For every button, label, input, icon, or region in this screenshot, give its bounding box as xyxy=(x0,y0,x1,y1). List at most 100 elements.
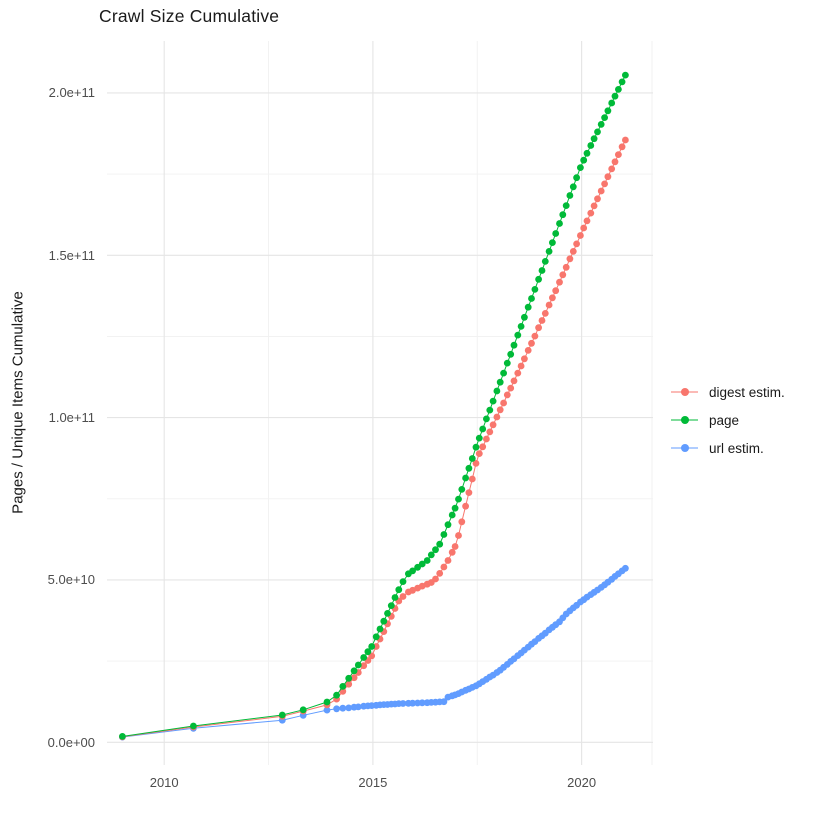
data-point-page xyxy=(583,149,591,157)
data-point-page xyxy=(538,267,546,274)
data-point-digest-estim xyxy=(486,428,494,436)
legend-key-page-icon xyxy=(671,413,698,427)
data-point-digest-estim xyxy=(541,310,549,317)
data-point-digest-estim xyxy=(489,421,497,429)
data-point-page xyxy=(399,578,407,585)
data-point-page xyxy=(514,331,522,339)
data-point-url-estim xyxy=(339,704,347,712)
data-point-digest-estim xyxy=(444,557,452,564)
data-point-url-estim xyxy=(323,706,331,714)
data-point-digest-estim xyxy=(350,674,358,682)
data-point-page xyxy=(559,211,567,219)
data-point-page xyxy=(618,78,626,86)
data-point-digest-estim xyxy=(590,202,598,210)
data-point-page xyxy=(360,654,368,661)
data-point-page xyxy=(418,560,426,568)
data-point-page xyxy=(455,495,462,503)
data-point-digest-estim xyxy=(528,339,535,347)
data-point-digest-estim xyxy=(462,502,469,510)
data-point-page xyxy=(552,230,560,237)
data-point-page xyxy=(444,521,452,529)
data-point-page xyxy=(387,602,395,609)
data-point-url-estim xyxy=(409,699,416,707)
data-point-page xyxy=(493,387,501,395)
data-point-digest-estim xyxy=(517,362,525,370)
data-point-page xyxy=(391,594,399,601)
series-page xyxy=(119,71,629,740)
data-point-page xyxy=(521,313,528,321)
data-point-page xyxy=(535,275,542,283)
data-point-digest-estim xyxy=(566,255,574,263)
data-point-digest-estim xyxy=(440,563,448,571)
data-point-digest-estim xyxy=(524,347,532,354)
data-point-page xyxy=(604,107,612,115)
data-point-digest-estim xyxy=(399,593,407,600)
data-point-url-estim xyxy=(345,704,353,712)
data-point-digest-estim xyxy=(479,443,487,451)
data-point-page xyxy=(339,683,347,690)
data-point-digest-estim xyxy=(507,384,515,392)
data-point-page xyxy=(556,220,563,227)
data-point-digest-estim xyxy=(496,406,504,414)
data-point-page xyxy=(566,192,574,199)
data-point-page xyxy=(409,567,416,575)
data-point-digest-estim xyxy=(436,570,444,577)
data-point-page xyxy=(611,92,619,100)
data-point-page xyxy=(423,557,431,564)
x-tick-label: 2020 xyxy=(567,775,597,790)
data-point-digest-estim xyxy=(615,151,622,159)
data-point-digest-estim xyxy=(483,435,490,443)
legend-label: page xyxy=(709,412,740,428)
data-point-page xyxy=(517,323,525,330)
data-point-digest-estim xyxy=(500,399,507,407)
y-tick-label: 5.0e+10 xyxy=(47,572,95,588)
data-point-digest-estim xyxy=(597,187,605,195)
data-point-digest-estim xyxy=(622,136,629,144)
data-point-page xyxy=(549,239,556,247)
grid-minor xyxy=(107,41,653,765)
data-point-url-estim xyxy=(333,705,340,713)
data-point-page xyxy=(323,698,331,706)
data-point-page xyxy=(472,443,480,451)
data-point-page xyxy=(486,406,494,414)
data-point-page xyxy=(468,455,476,462)
data-point-page xyxy=(190,722,197,730)
data-point-page xyxy=(119,733,126,740)
data-point-page xyxy=(622,71,629,79)
data-point-page xyxy=(380,617,388,625)
data-point-page xyxy=(507,350,515,358)
data-point-page xyxy=(451,504,459,512)
y-tick-label: 1.5e+11 xyxy=(48,247,95,263)
data-point-page xyxy=(299,706,307,714)
data-point-digest-estim xyxy=(475,450,483,457)
data-point-page xyxy=(587,142,595,149)
data-point-page xyxy=(376,625,384,633)
data-point-url-estim xyxy=(440,698,448,706)
data-point-page xyxy=(354,661,362,669)
data-point-page xyxy=(432,546,439,554)
data-point-digest-estim xyxy=(562,263,570,271)
data-point-page xyxy=(500,369,507,377)
data-point-digest-estim xyxy=(514,369,522,377)
data-point-page xyxy=(479,425,487,433)
data-point-url-estim xyxy=(399,700,407,707)
data-point-digest-estim xyxy=(601,180,608,188)
data-point-digest-estim xyxy=(618,143,626,151)
legend-dot-icon xyxy=(680,416,689,424)
data-point-page xyxy=(475,434,483,442)
data-point-page xyxy=(427,551,435,559)
data-point-digest-estim xyxy=(587,209,595,217)
data-point-digest-estim xyxy=(472,460,480,467)
x-tick-label: 2010 xyxy=(149,775,179,790)
data-point-page xyxy=(350,667,358,675)
data-point-url-estim xyxy=(622,564,629,572)
y-tick-label: 2.0e+11 xyxy=(48,85,95,101)
data-point-page xyxy=(541,258,549,265)
legend-key-url-estim-icon xyxy=(671,441,698,455)
data-point-page xyxy=(569,183,577,191)
data-point-page xyxy=(528,295,535,302)
data-point-page xyxy=(594,128,601,136)
data-point-page xyxy=(368,643,376,650)
data-point-digest-estim xyxy=(521,355,528,363)
legend-item-digest-estim: digest estim. xyxy=(671,378,785,406)
